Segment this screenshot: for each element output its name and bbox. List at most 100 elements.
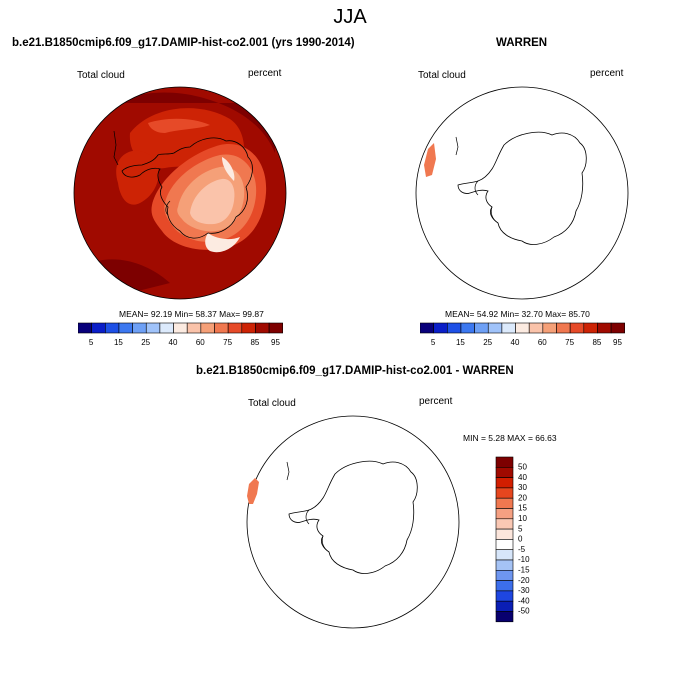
model-colorbar-tick: 75 bbox=[223, 338, 232, 347]
model-antarctica-coastline bbox=[121, 137, 253, 239]
model-colorbar-tick: 85 bbox=[250, 338, 259, 347]
model-ice-shelf-line bbox=[165, 200, 171, 216]
figure-title: JJA bbox=[333, 6, 367, 28]
model-colorbar-tick: 60 bbox=[196, 338, 205, 347]
obs-variable-label: Total cloud bbox=[418, 70, 466, 81]
model-colorbar-tick: 95 bbox=[271, 338, 280, 347]
colorbar-box bbox=[610, 322, 625, 334]
model-colorbar-tick: 15 bbox=[114, 338, 123, 347]
diff-stats: MIN = 5.28 MAX = 66.63 bbox=[463, 433, 557, 443]
colorbar-box bbox=[495, 508, 514, 520]
colorbar-box bbox=[495, 539, 514, 551]
colorbar-box bbox=[200, 322, 215, 334]
obs-colorbar-tick: 15 bbox=[456, 338, 465, 347]
colorbar-box bbox=[495, 477, 514, 489]
colorbar-box bbox=[495, 467, 514, 478]
colorbar-box bbox=[78, 322, 92, 334]
colorbar-box bbox=[446, 322, 462, 334]
diff-colorbar-boxes bbox=[495, 456, 514, 623]
diff-colorbar-tick: 50 bbox=[518, 463, 527, 472]
colorbar-box bbox=[474, 322, 489, 334]
colorbar-box bbox=[118, 322, 133, 334]
obs-colorbar-tick: 75 bbox=[565, 338, 574, 347]
obs-colorbar-tick: 25 bbox=[483, 338, 492, 347]
model-variable-label: Total cloud bbox=[77, 70, 125, 81]
diff-variable-label: Total cloud bbox=[248, 398, 296, 409]
colorbar-box bbox=[173, 322, 188, 334]
colorbar-box bbox=[495, 590, 514, 602]
colorbar-box bbox=[556, 322, 571, 334]
colorbar-box bbox=[528, 322, 544, 334]
colorbar-box bbox=[495, 600, 514, 612]
obs-colorbar-tick: 60 bbox=[538, 338, 547, 347]
obs-units-label: percent bbox=[590, 68, 624, 79]
colorbar-box bbox=[186, 322, 202, 334]
colorbar-box bbox=[104, 322, 120, 334]
colorbar-box bbox=[495, 487, 514, 499]
obs-colorbar-boxes bbox=[420, 322, 625, 334]
diff-panel-title: b.e21.B1850cmip6.f09_g17.DAMIP-hist-co2.… bbox=[196, 365, 514, 377]
colorbar-box bbox=[495, 611, 514, 623]
colorbar-box bbox=[487, 322, 503, 334]
colorbar-box bbox=[145, 322, 161, 334]
diff-field-patch bbox=[247, 478, 259, 504]
model-units-label: percent bbox=[248, 68, 282, 79]
obs-map-border bbox=[415, 86, 629, 300]
diff-colorbar-tick: -40 bbox=[518, 596, 530, 605]
colorbar-box bbox=[495, 456, 514, 468]
colorbar-box bbox=[241, 322, 256, 334]
model-field-low-patch-2 bbox=[222, 157, 235, 181]
colorbar-box bbox=[495, 549, 514, 561]
colorbar-box bbox=[433, 322, 448, 334]
colorbar-box bbox=[495, 528, 514, 540]
diff-south-america-coast bbox=[286, 461, 290, 481]
colorbar-box bbox=[268, 322, 283, 334]
model-colorbar-tick: 5 bbox=[89, 338, 94, 347]
colorbar-box bbox=[501, 322, 516, 334]
colorbar-box bbox=[597, 322, 612, 334]
obs-polar-map bbox=[415, 86, 629, 300]
model-map-border bbox=[73, 86, 287, 300]
obs-stats: MEAN= 54.92 Min= 32.70 Max= 85.70 bbox=[445, 309, 590, 319]
obs-field-patch bbox=[424, 143, 436, 177]
diff-ice-shelf-line bbox=[305, 509, 330, 553]
model-polar-map bbox=[73, 86, 287, 300]
diff-colorbar-tick: 20 bbox=[518, 493, 527, 502]
diff-polar-map bbox=[246, 415, 460, 629]
diff-units-label: percent bbox=[419, 396, 453, 407]
diff-colorbar-tick: 0 bbox=[518, 535, 523, 544]
diff-colorbar-tick: -30 bbox=[518, 586, 530, 595]
diff-map-border bbox=[246, 415, 460, 629]
colorbar-box bbox=[132, 322, 147, 334]
model-colorbar-boxes bbox=[78, 322, 283, 334]
obs-ice-shelf-line bbox=[474, 180, 499, 224]
obs-colorbar-tick: 95 bbox=[613, 338, 622, 347]
obs-panel-title: WARREN bbox=[496, 37, 548, 49]
diff-colorbar-tick: 30 bbox=[518, 483, 527, 492]
obs-south-america-coast bbox=[455, 136, 459, 156]
colorbar-box bbox=[515, 322, 530, 334]
diff-colorbar-tick: -20 bbox=[518, 576, 530, 585]
colorbar-box bbox=[495, 559, 514, 571]
obs-colorbar-tick: 85 bbox=[592, 338, 601, 347]
colorbar-box bbox=[227, 322, 243, 334]
model-field-band-7 bbox=[148, 118, 210, 133]
colorbar-box bbox=[255, 322, 270, 334]
obs-colorbar-tick: 40 bbox=[511, 338, 520, 347]
colorbar-box bbox=[91, 322, 106, 334]
model-colorbar-tick: 25 bbox=[141, 338, 150, 347]
model-field-low-patch bbox=[205, 233, 240, 253]
model-field-band-2 bbox=[116, 150, 159, 205]
model-south-america-coast bbox=[113, 130, 119, 166]
diff-colorbar-tick: -15 bbox=[518, 566, 530, 575]
colorbar-box bbox=[542, 322, 557, 334]
obs-colorbar: 5 15 25 40 60 75 85 95 bbox=[420, 322, 625, 347]
model-panel-title: b.e21.B1850cmip6.f09_g17.DAMIP-hist-co2.… bbox=[12, 37, 355, 49]
colorbar-box bbox=[214, 322, 229, 334]
diff-colorbar: 50 40 30 20 15 10 5 0 -5 -10 -15 -20 -30… bbox=[495, 456, 530, 623]
colorbar-box bbox=[583, 322, 598, 334]
colorbar-box bbox=[495, 518, 514, 530]
diff-colorbar-tick: 40 bbox=[518, 473, 527, 482]
diff-colorbar-tick: -10 bbox=[518, 555, 530, 564]
colorbar-box bbox=[460, 322, 475, 334]
